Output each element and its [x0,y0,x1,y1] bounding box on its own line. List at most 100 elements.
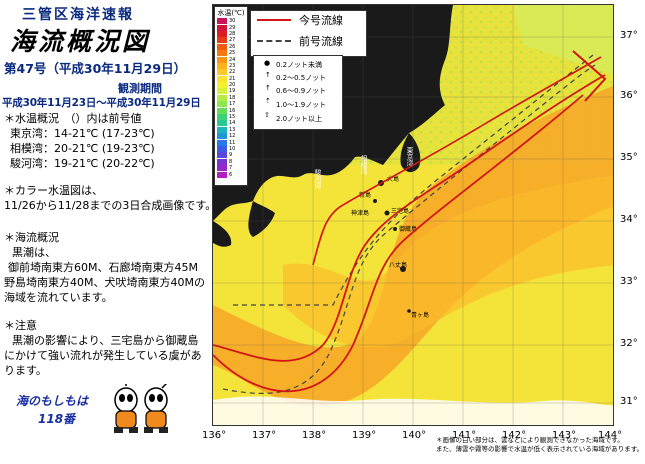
velocity-arrow-medium-icon: ↑ [265,84,271,92]
temperature-value: 26 [229,43,236,50]
lon-label: 143° [552,430,577,441]
velocity-row: 0.2ノット未満 [276,61,322,69]
page-title: 海流概況図 [10,27,151,56]
label-mikura: 御蔵島 [399,225,417,233]
organization-name: 三管区海洋速報 [22,7,134,23]
temperature-value: 13 [229,126,236,133]
temperature-scale-row: 30 [217,18,245,25]
temperature-scale-row: 17 [217,101,245,108]
lat-label: 33° [620,276,638,287]
temperature-swatch [217,30,227,37]
label-niijima: 新島 [359,191,371,199]
temperature-swatch [217,94,227,101]
temperature-swatch [217,24,227,31]
temperature-swatch [217,37,227,44]
temperature-swatch [217,43,227,50]
lon-label: 142° [502,430,527,441]
label-tokyo: 東京湾 [405,146,413,168]
current-arrow-head [572,50,607,102]
velocity-row: 2.0ノット以上 [276,115,322,123]
temperature-value: 12 [229,133,236,140]
temperature-scale-row: 20 [217,82,245,89]
velocity-dot-icon: ● [264,59,271,67]
temperature-value: 24 [229,56,236,63]
current-legend: 今号流線 前号流線 [250,10,367,57]
temperature-scale-row: 16 [217,107,245,114]
temperature-value: 9 [229,152,233,159]
issue-number: 第47号（平成30年11月29日） [4,61,187,76]
period-value: 平成30年11月23日～平成30年11月29日 [2,97,201,109]
motto-line: 海のもしもは [16,394,89,408]
temperature-scale-row: 21 [217,75,245,82]
caution-section: ＊注意 黒潮の影響により、三宅島から御蔵島 にかけて強い流れが発生している虞があ… [4,318,202,378]
lon-label: 138° [302,430,327,441]
lat-label: 36° [620,90,638,101]
lon-label: 140° [402,430,427,441]
temperature-scale-row: 15 [217,114,245,121]
temperature-scale-row: 19 [217,88,245,95]
temperature-value: 16 [229,107,236,114]
current-summary-line: 黒潮は、 [12,246,56,259]
temperature-value: 30 [229,18,236,25]
temperature-scale-row: 11 [217,139,245,146]
temperature-value: 23 [229,62,236,69]
current-line-swatch [257,19,291,21]
temperature-scale-row: 24 [217,56,245,63]
island-miyake [384,210,390,216]
color-note-section: ＊カラー水温図は、 11/26から11/28までの3日合成画像です。 [4,183,216,213]
current-summary-heading: ＊海流概況 [4,231,59,244]
velocity-row: 0.2～0.5ノット [276,74,327,82]
velocity-row: 0.6～0.9ノット [276,87,327,95]
lat-label: 37° [620,30,638,41]
velocity-row: 1.0～1.9ノット [276,101,327,109]
velocity-legend: ● 0.2ノット未満 ↑ 0.2～0.5ノット ↑ 0.6～0.9ノット ⇡ 1… [253,55,343,130]
temperature-value: 22 [229,69,236,76]
temperature-scale-row: 14 [217,120,245,127]
lon-label: 136° [202,430,227,441]
temperature-swatch [217,146,227,152]
label-kozushima: 神津島 [351,209,369,217]
previous-label: 前号流線 [299,35,343,48]
lon-label: 141° [452,430,477,441]
velocity-arrow-xlarge-icon: ⇧ [264,111,270,119]
lat-label: 31° [620,396,638,407]
current-summary-line: 御前埼南東方60M、石廊埼南東方45M [8,261,198,274]
temperature-value: 17 [229,101,236,108]
temperature-swatch [217,88,227,95]
mascot-left-figure [114,384,138,433]
island-niijima [373,199,377,203]
velocity-arrow-large-icon: ⇡ [265,97,271,105]
water-temp-row: 駿河湾：19-21℃ (20-22℃) [10,157,155,170]
current-summary-section: ＊海流概況 黒潮は、 御前埼南東方60M、石廊埼南東方45M 野島埼南東方40M… [4,230,205,305]
temperature-scale-row: 13 [217,126,245,133]
info-panel: 三管区海洋速報 海流概況図 第47号（平成30年11月29日） 観測期間 平成3… [0,0,216,464]
temperature-scale-row: 28 [217,30,245,37]
temperature-swatch [217,171,227,178]
temperature-scale-row: 23 [217,62,245,69]
temperature-scale-row: 25 [217,50,245,57]
footnote-line: ＊画像の白い部分は、雲などにより観測できなかった海域です。 [436,436,624,444]
water-temp-heading: ＊水温概況 （）内は前号値 [4,112,142,125]
temperature-swatch [217,114,227,121]
temperature-scale-row: 10 [217,146,245,152]
temperature-swatch [217,69,227,76]
mascot-illustration [114,384,168,433]
temperature-scale-row: 7 [217,165,245,172]
lat-label: 34° [620,214,638,225]
label-suruga: 駿河湾 [313,168,321,190]
island-hachijo [400,266,406,272]
temperature-value: 14 [229,120,236,127]
temperature-swatch [217,82,227,89]
temperature-swatch [217,158,227,165]
temperature-swatch [217,126,227,133]
lat-label: 32° [620,338,638,349]
lon-label: 144° [598,430,623,441]
caution-heading: ＊注意 [4,319,37,332]
temperature-swatch [217,165,227,172]
island-aogashima [407,309,411,313]
temperature-scale-row: 8 [217,158,245,165]
footnote-line: また、薄雲や霧等の影響で水温が低く表示されている海域があります。 [436,445,644,453]
temperature-scale-row: 6 [217,171,245,178]
temperature-swatch [217,133,227,140]
temperature-swatch [217,56,227,63]
